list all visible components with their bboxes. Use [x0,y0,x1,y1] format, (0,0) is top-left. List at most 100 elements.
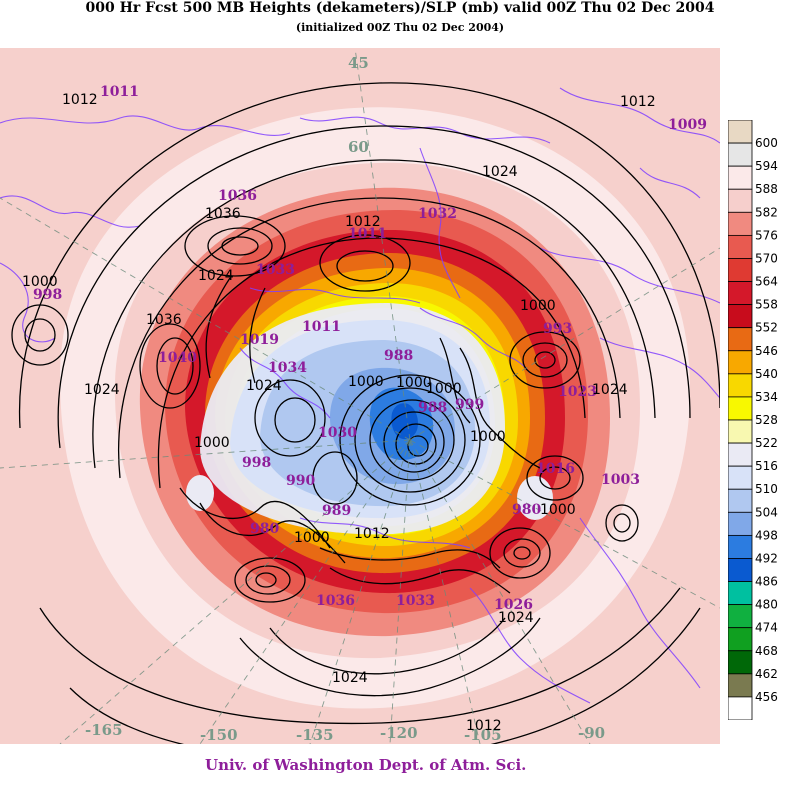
legend-swatch [728,419,753,444]
legend-swatch [728,234,753,259]
legend-label: 504 [755,505,778,519]
map-subtitle: (initialized 00Z Thu 02 Dec 2004) [295,21,505,34]
legend-swatch [728,281,753,306]
pressure-center-label: 999 [455,397,484,413]
contour-label: 1000 [520,298,556,314]
pressure-center-label: 1026 [494,597,533,613]
pressure-center-label: 1011 [302,319,341,335]
contour-label: 1024 [498,610,534,626]
legend-label: 600 [755,136,778,150]
legend-label: 462 [755,667,778,681]
legend-label: 528 [755,413,778,427]
height-color-legend: 600 594 588 582 576 570 564 558 552 546 540 534 528 5… [728,120,778,720]
legend-swatch [728,373,753,398]
contour-label: 1024 [84,382,120,398]
pressure-center-label: 990 [286,473,315,489]
weather-map: 45 60 -165 -150 -135 -120 -105 -90 1012 … [0,48,720,744]
legend-swatch [728,696,753,720]
longitude-label: 45 [348,54,369,72]
legend-label: 456 [755,690,778,704]
legend-label: 558 [755,298,778,312]
pressure-center-label: 1030 [318,425,357,441]
isobar-contours [11,82,720,744]
legend-swatch [728,488,753,513]
pressure-center-label: 998 [242,455,271,471]
map-title: 000 Hr Fcst 500 MB Heights (dekameters)/… [85,0,715,16]
pressure-center-label: 1023 [558,384,597,400]
contour-label: 1000 [426,381,462,397]
legend-swatch [728,558,753,582]
legend-swatch [728,142,753,167]
pressure-center-label: 1036 [218,188,257,204]
pressure-center-label: 989 [322,503,351,519]
pressure-center-label: 1036 [316,593,355,609]
longitude-label: -150 [200,726,238,744]
pressure-center-label: 998 [33,287,62,303]
legend-label: 552 [755,321,778,335]
longitude-label: -165 [85,721,123,739]
legend-swatch [728,211,753,236]
isobar-value-labels: 1012 1011 1012 1009 1024 1036 1036 1012 … [22,84,707,734]
pressure-center-label: 1032 [418,206,457,222]
legend-label: 546 [755,344,778,358]
legend-label: 516 [755,459,778,473]
pressure-center-label: 1019 [240,332,279,348]
contour-label: 1000 [348,374,384,390]
pressure-center-label: 988 [418,400,447,416]
pressure-center-label: 1016 [536,461,575,477]
legend-label: 480 [755,598,778,612]
legend-swatch [728,650,753,675]
contour-label: 1012 [62,92,98,108]
legend-swatch [728,327,753,352]
contour-label: 1000 [194,435,230,451]
legend-label: 594 [755,159,778,173]
legend-label: 468 [755,644,778,658]
pressure-center-label: 1009 [668,117,707,133]
legend-swatch [728,511,753,536]
contour-label: 1000 [22,274,58,290]
contour-label: 1000 [470,429,506,445]
pressure-center-label: 993 [543,321,572,337]
legend-swatch [728,581,753,606]
contour-label: 1012 [466,718,502,734]
contour-label: 1012 [620,94,656,110]
legend-swatch [728,120,753,144]
legend-label: 540 [755,367,778,381]
contour-label: 1000 [540,502,576,518]
legend-swatch [728,304,753,329]
pressure-center-label: 1011 [348,226,387,242]
pressure-center-label: 1033 [396,593,435,609]
legend-label: 474 [755,621,778,635]
legend-label: 486 [755,575,778,589]
legend-label: 510 [755,482,778,496]
pressure-center-label: 988 [384,348,413,364]
height-fill-bands [0,48,720,744]
legend-swatch [728,534,753,559]
legend-swatch [728,188,753,213]
legend-swatch [728,258,753,282]
pressure-center-label: 1011 [100,84,139,100]
legend-swatch [728,673,753,698]
contour-label: 1036 [205,206,241,222]
legend-label: 564 [755,275,778,289]
legend-label: 570 [755,251,778,265]
legend-label: 582 [755,205,778,219]
contour-label: 1000 [294,530,330,546]
longitude-label: -135 [296,726,334,744]
legend-label: 498 [755,528,778,542]
longitude-meridians [0,48,720,744]
contour-label: 1024 [246,378,282,394]
contour-label: 1012 [345,214,381,230]
longitude-label: -90 [578,724,605,742]
longitude-labels: 45 60 -165 -150 -135 -120 -105 -90 [85,54,605,744]
legend-label: 576 [755,228,778,242]
legend-swatch [728,465,753,490]
longitude-label: 60 [348,138,369,156]
legend-label: 534 [755,390,778,404]
legend-swatch [728,350,753,375]
contour-label: 1024 [482,164,518,180]
legend-swatch [728,165,753,190]
pressure-center-label: 1003 [601,472,640,488]
pressure-center-label: 980 [512,502,541,518]
contour-label: 1024 [198,268,234,284]
